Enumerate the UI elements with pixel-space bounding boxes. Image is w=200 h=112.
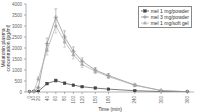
svg-text:2000: 2000	[12, 46, 23, 51]
svg-text:1000: 1000	[12, 68, 23, 73]
html-text:mel 1 mg/soft gel: mel 1 mg/soft gel	[150, 20, 189, 26]
svg-text:Time (min): Time (min)	[98, 106, 122, 112]
svg-text:0: 0	[27, 96, 32, 99]
svg-text:3500: 3500	[12, 13, 23, 18]
svg-text:20: 20	[36, 96, 41, 102]
svg-text:100: 100	[71, 96, 76, 104]
html-text:Melatonin plasma: Melatonin plasma	[0, 28, 6, 68]
svg-text:Melatonin plasmaconcentration: Melatonin plasmaconcentration (pg/ml)	[8, 24, 11, 71]
svg-text:180: 180	[106, 96, 111, 104]
svg-text:40: 40	[45, 96, 50, 102]
svg-text:2500: 2500	[12, 35, 23, 40]
svg-text:300: 300	[159, 96, 164, 104]
svg-text:3000: 3000	[12, 24, 23, 29]
html-text:mel 1 mg/powder: mel 1 mg/powder	[150, 8, 189, 14]
svg-text:80: 80	[62, 96, 67, 102]
svg-text:150: 150	[93, 96, 98, 104]
svg-text:360: 360	[185, 96, 190, 104]
svg-text:120: 120	[80, 96, 85, 104]
svg-text:60: 60	[53, 96, 58, 102]
svg-text:240: 240	[132, 96, 137, 104]
svg-text:4000: 4000	[12, 2, 23, 7]
svg-text:0: 0	[19, 90, 22, 95]
svg-text:1500: 1500	[12, 57, 23, 62]
svg-text:10: 10	[31, 96, 37, 101]
html-text:mel 3 mg/powder: mel 3 mg/powder	[150, 14, 189, 20]
svg-text:500: 500	[14, 79, 22, 84]
